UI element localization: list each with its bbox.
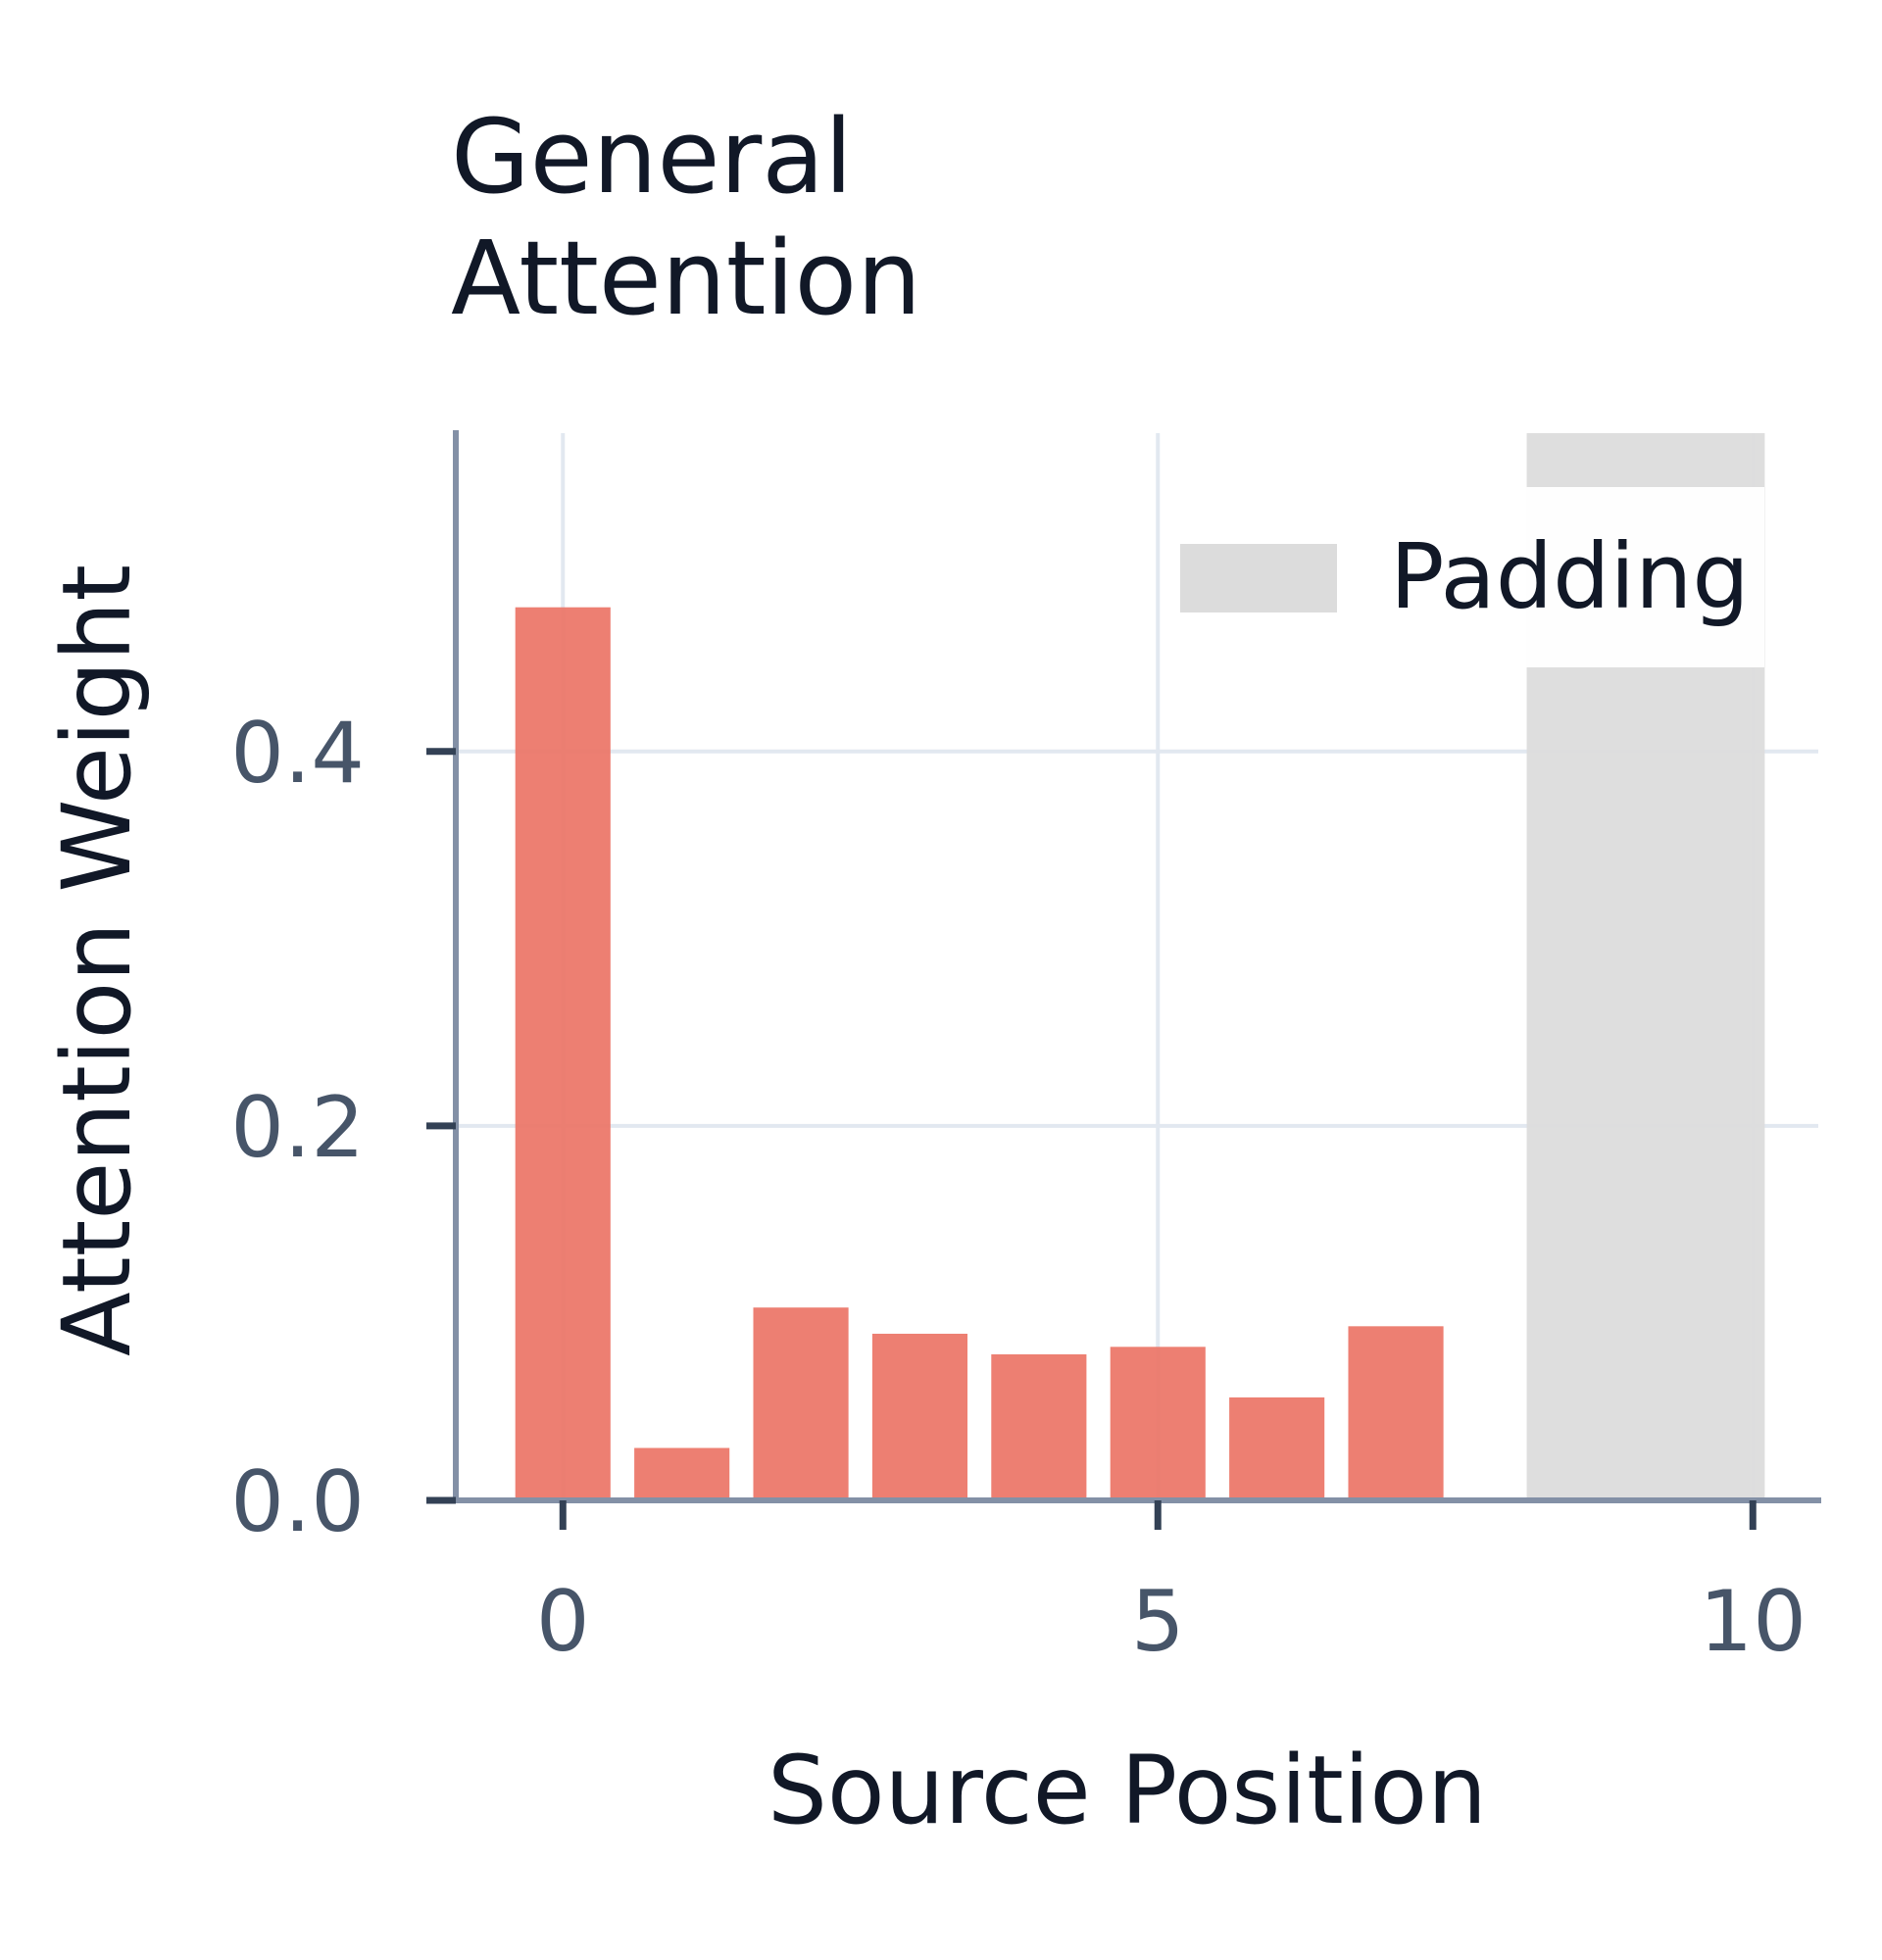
- legend: Padding: [1162, 487, 1764, 667]
- chart-title-line-1: General: [451, 97, 853, 217]
- chart-title-line-2: Attention: [451, 219, 921, 338]
- plot-area: 0.0 0.2 0.4 0 5 10 Padding: [230, 430, 1821, 1671]
- bar-4: [991, 1353, 1087, 1500]
- x-tick-label-5: 5: [1131, 1573, 1185, 1671]
- ticks: 0.0 0.2 0.4 0 5 10: [230, 705, 1807, 1671]
- legend-label-padding: Padding: [1390, 524, 1750, 629]
- bar-3: [871, 1333, 968, 1500]
- bar-6: [1229, 1396, 1325, 1500]
- bar-5: [1110, 1347, 1206, 1500]
- y-tick-label-0.0: 0.0: [230, 1453, 365, 1551]
- axes: [453, 430, 1821, 1503]
- y-tick-label-0.2: 0.2: [230, 1079, 365, 1177]
- bar-2: [753, 1307, 849, 1500]
- bars: [515, 607, 1444, 1500]
- y-tick-label-0.4: 0.4: [230, 705, 365, 803]
- bar-7: [1348, 1326, 1444, 1500]
- bar-1: [634, 1447, 730, 1500]
- y-axis-title: Attention Weight: [42, 564, 152, 1356]
- bar-0: [515, 607, 611, 1500]
- x-axis-title: Source Position: [768, 1736, 1487, 1845]
- legend-swatch-padding: [1180, 544, 1337, 612]
- chart-title: General Attention: [451, 97, 921, 338]
- x-tick-label-0: 0: [536, 1573, 590, 1671]
- x-tick-label-10: 10: [1700, 1573, 1807, 1671]
